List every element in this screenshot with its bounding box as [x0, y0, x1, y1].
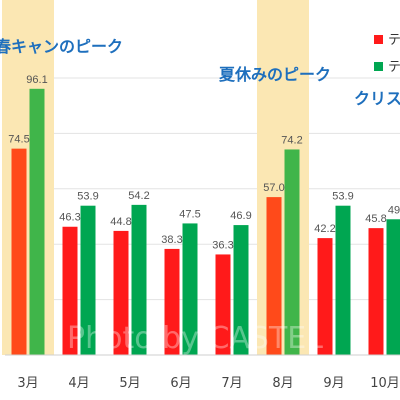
bar-value-label: 53.9 — [332, 191, 353, 203]
legend-swatch — [374, 35, 383, 44]
bar-series1 — [215, 254, 231, 355]
bar-value-label: 36.3 — [212, 239, 233, 251]
highlight-band — [257, 0, 309, 355]
legend: テテ — [374, 33, 400, 75]
bar-value-label: 47.5 — [179, 208, 200, 220]
bar-value-label: 57.0 — [263, 182, 284, 194]
bar-series1 — [266, 197, 282, 355]
x-tick-label: 9月 — [323, 376, 344, 391]
bar-value-labels: 74.5 96.1 46.3 53.9 44.8 54.2 38.3 47.5 36.3 46.9… — [8, 74, 400, 252]
bar-series1 — [164, 248, 180, 355]
bar-value-label: 38.3 — [161, 234, 182, 246]
bar-series2 — [233, 225, 249, 355]
bar-series1 — [113, 230, 129, 355]
annotation: 夏休みのピーク — [218, 65, 331, 84]
x-tick-label: 10月 — [370, 376, 400, 391]
bar-series1 — [368, 228, 384, 355]
bar-series1 — [11, 148, 27, 355]
x-tick-labels: 3月 4月 5月 6月 7月 8月 9月 10月 — [17, 376, 399, 391]
legend-label: テ — [388, 33, 400, 48]
x-tick-label: 8月 — [272, 376, 293, 391]
bar-series1 — [62, 226, 78, 355]
watermark: Photo by CASTEL — [67, 321, 323, 356]
highlight-band — [2, 0, 54, 355]
x-tick-label: 3月 — [17, 376, 38, 391]
bars — [11, 88, 400, 355]
annotation: クリス — [354, 89, 400, 108]
bar-series2 — [29, 88, 45, 355]
x-tick-label: 7月 — [221, 376, 242, 391]
highlight-bands — [2, 0, 309, 355]
bar-value-label: 46.3 — [59, 212, 80, 224]
legend-label: テ — [388, 60, 400, 75]
x-tick-label: 6月 — [170, 376, 191, 391]
bar-series2 — [284, 149, 300, 355]
bar-series2 — [335, 205, 351, 355]
bar-series2 — [80, 205, 96, 355]
bar-value-label: 74.2 — [281, 134, 302, 146]
bar-value-label: 42.2 — [314, 223, 335, 235]
bar-value-label: 54.2 — [128, 190, 149, 202]
bar-value-label: 96.1 — [26, 74, 47, 86]
bar-value-label: 46.9 — [230, 210, 251, 222]
bar-value-label: 74.5 — [8, 134, 29, 146]
bar-series2 — [182, 223, 198, 355]
bar-series2 — [131, 204, 147, 355]
x-tick-label: 5月 — [119, 376, 140, 391]
bar-value-label: 45.8 — [365, 213, 386, 225]
bar-value-label: 49 — [388, 204, 400, 216]
legend-swatch — [374, 62, 383, 71]
x-tick-label: 4月 — [68, 376, 89, 391]
bar-series2 — [386, 219, 400, 355]
bar-series1 — [317, 238, 333, 355]
annotation: 春キャンのピーク — [0, 37, 123, 56]
bar-value-label: 44.8 — [110, 216, 131, 228]
bar-value-label: 53.9 — [77, 191, 98, 203]
